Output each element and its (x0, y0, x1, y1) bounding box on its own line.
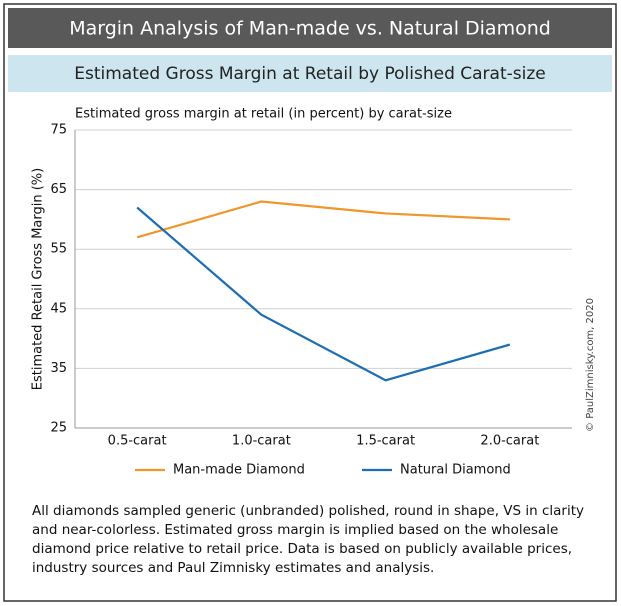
x-tick-label: 1.5-carat (356, 434, 415, 449)
y-tick-label: 65 (50, 182, 67, 197)
x-tick-label: 2.0-carat (480, 434, 539, 449)
y-tick-label: 35 (50, 361, 67, 376)
series-line (136, 206, 511, 382)
note: All diamonds sampled generic (unbranded)… (32, 503, 585, 576)
credit: © PaulZimnisky.com, 2020 (585, 298, 596, 432)
x-tick-label: 0.5-carat (108, 434, 167, 449)
y-tick-label: 45 (50, 301, 67, 316)
legend-label: Man-made Diamond (173, 463, 305, 478)
subtitle-bar (8, 55, 612, 92)
header-bar (8, 8, 612, 48)
legend-label: Natural Diamond (400, 463, 511, 478)
y-tick-label: 55 (50, 242, 67, 257)
chart-title: Margin Analysis of Man-made vs. Natural … (69, 18, 551, 40)
plot-title: Estimated gross margin at retail (in per… (75, 107, 452, 122)
y-tick-label: 25 (50, 421, 67, 436)
chart-subtitle: Estimated Gross Margin at Retail by Poli… (74, 64, 545, 84)
y-axis-label: Estimated Retail Gross Margin (%) (31, 168, 46, 390)
x-tick-label: 1.0-carat (232, 434, 291, 449)
frame (3, 3, 617, 602)
y-tick-label: 75 (50, 123, 67, 138)
series-line (136, 200, 510, 239)
